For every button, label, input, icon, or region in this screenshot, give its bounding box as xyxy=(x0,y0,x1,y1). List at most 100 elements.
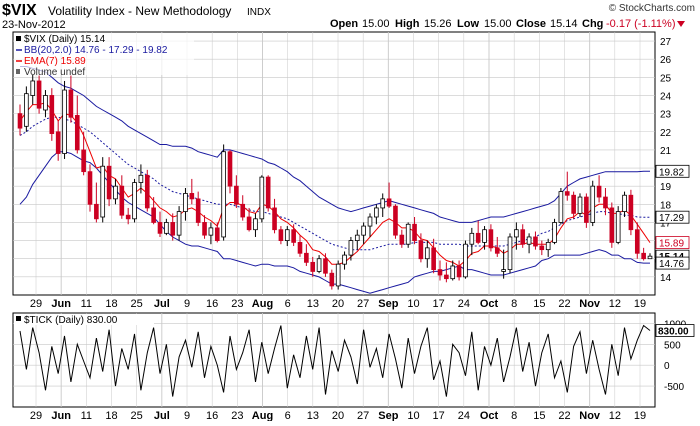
candle-body xyxy=(494,247,500,254)
price-x-tick: Jun xyxy=(51,298,71,310)
chg-value: -0.17 (-1.11%) xyxy=(606,18,676,30)
ema-line xyxy=(19,102,651,267)
candle-body xyxy=(456,265,462,278)
candle-body xyxy=(100,165,106,218)
tick-x-tick: 10 xyxy=(407,410,419,421)
tick-x-tick: Jul xyxy=(154,410,170,421)
open-value: 15.00 xyxy=(362,18,390,30)
chg-label: Chg xyxy=(582,18,603,30)
bb-lower-line xyxy=(19,151,650,294)
candle-body xyxy=(615,211,621,243)
candle-body xyxy=(151,207,156,223)
candle-body xyxy=(539,245,545,251)
tick-y-tick: 500 xyxy=(664,340,681,351)
candlesticks xyxy=(17,73,653,290)
candle-body xyxy=(36,80,42,109)
candle-body xyxy=(208,227,214,236)
price-x-tick: 23 xyxy=(231,298,243,310)
price-x-axis: 29 Jun 11 18 25 Jul 9 16 23 Aug 6 13 20 27 Sep 10 17 24 Oc… xyxy=(30,298,646,310)
vix-swatch xyxy=(16,36,21,41)
tick-legend: $TICK (Daily) 830.00 xyxy=(14,314,154,326)
candle-body xyxy=(348,240,354,256)
candle-body xyxy=(265,176,271,209)
candle-body xyxy=(641,252,646,260)
price-y-tick: 24 xyxy=(660,91,672,102)
candle-body xyxy=(278,229,284,241)
close-value: 15.14 xyxy=(550,18,578,30)
candle-body xyxy=(367,216,373,227)
legend-vix: $VIX (Daily) 15.14 xyxy=(24,34,106,45)
candle-body xyxy=(482,229,487,243)
candle-body xyxy=(603,196,608,209)
candle-body xyxy=(469,232,475,245)
ohlc-summary: Open 15.00 High 15.26 Low 15.00 Close 15… xyxy=(330,18,685,30)
candle-body xyxy=(234,185,239,205)
open-label: Open xyxy=(330,18,358,30)
candle-body xyxy=(590,185,596,223)
tick-x-tick: 25 xyxy=(131,410,143,421)
tag-ema-text: 15.89 xyxy=(659,239,684,250)
watermark: © StockCharts.com xyxy=(609,3,695,14)
tick-x-tick: Sep xyxy=(378,410,398,421)
tick-path xyxy=(19,324,651,397)
candle-body xyxy=(609,207,615,243)
candle-body xyxy=(571,194,576,214)
price-x-tick: 15 xyxy=(533,298,545,310)
candle-body xyxy=(622,194,627,212)
candle-body xyxy=(386,198,392,207)
candle-body xyxy=(431,247,436,271)
volume-swatch xyxy=(16,69,20,74)
candle-body xyxy=(335,263,341,287)
candle-body xyxy=(405,223,411,245)
tick-x-tick: 27 xyxy=(357,410,369,421)
tick-x-axis: 29 Jun 11 18 25 Jul 9 16 23 Aug 6 13 20 27 Sep 10 17 24 Oc… xyxy=(30,410,646,422)
candle-body xyxy=(164,222,169,234)
candle-body xyxy=(176,211,182,236)
tick-x-tick: 24 xyxy=(458,410,470,421)
candle-body xyxy=(526,236,532,245)
candle-body xyxy=(501,269,506,272)
tick-x-tick: 6 xyxy=(285,410,291,421)
price-x-tick: 24 xyxy=(458,298,470,310)
price-x-tick: 20 xyxy=(332,298,344,310)
candle-body xyxy=(444,274,449,280)
candle-body xyxy=(310,261,316,272)
candle-body xyxy=(437,269,443,276)
price-x-tick: 17 xyxy=(433,298,445,310)
tick-x-tick: 12 xyxy=(609,410,621,421)
legend-tick: $TICK (Daily) 830.00 xyxy=(24,315,118,326)
tick-line xyxy=(19,324,651,397)
tag-tick-last xyxy=(655,324,695,337)
price-y-tick: 21 xyxy=(660,146,672,157)
legend-volume: Volume undef xyxy=(24,67,85,78)
candle-body xyxy=(74,115,80,151)
candle-body xyxy=(55,131,61,154)
candle-body xyxy=(304,252,309,263)
tick-x-tick: 15 xyxy=(533,410,545,421)
candle-body xyxy=(488,229,494,249)
close-label: Close xyxy=(516,18,546,30)
tag-bb-lower-text: 14.76 xyxy=(659,259,684,270)
price-legend: $VIX (Daily) 15.14 BB(20,2.0) 14.76 - 17… xyxy=(14,33,194,78)
candle-body xyxy=(240,203,246,218)
price-x-tick: Jul xyxy=(154,298,170,310)
ema-path xyxy=(19,102,651,267)
candle-body xyxy=(552,222,557,243)
candle-body xyxy=(170,222,176,236)
candle-body xyxy=(87,171,93,205)
candle-body xyxy=(81,149,86,173)
candle-body xyxy=(412,223,417,241)
tick-x-tick: 11 xyxy=(81,410,92,421)
bb-upper-line xyxy=(20,66,650,223)
price-y-tick: 18 xyxy=(660,200,672,211)
tick-panel xyxy=(12,312,656,408)
price-x-grid xyxy=(35,32,641,295)
price-y-tick: 23 xyxy=(660,110,672,121)
candle-body xyxy=(284,229,290,241)
tag-bb-upper xyxy=(655,164,690,178)
candle-body xyxy=(132,182,137,220)
bollinger-bands xyxy=(19,66,650,294)
price-x-tick: 18 xyxy=(105,298,117,310)
price-x-tick: 27 xyxy=(357,298,369,310)
candle-body xyxy=(291,229,296,243)
